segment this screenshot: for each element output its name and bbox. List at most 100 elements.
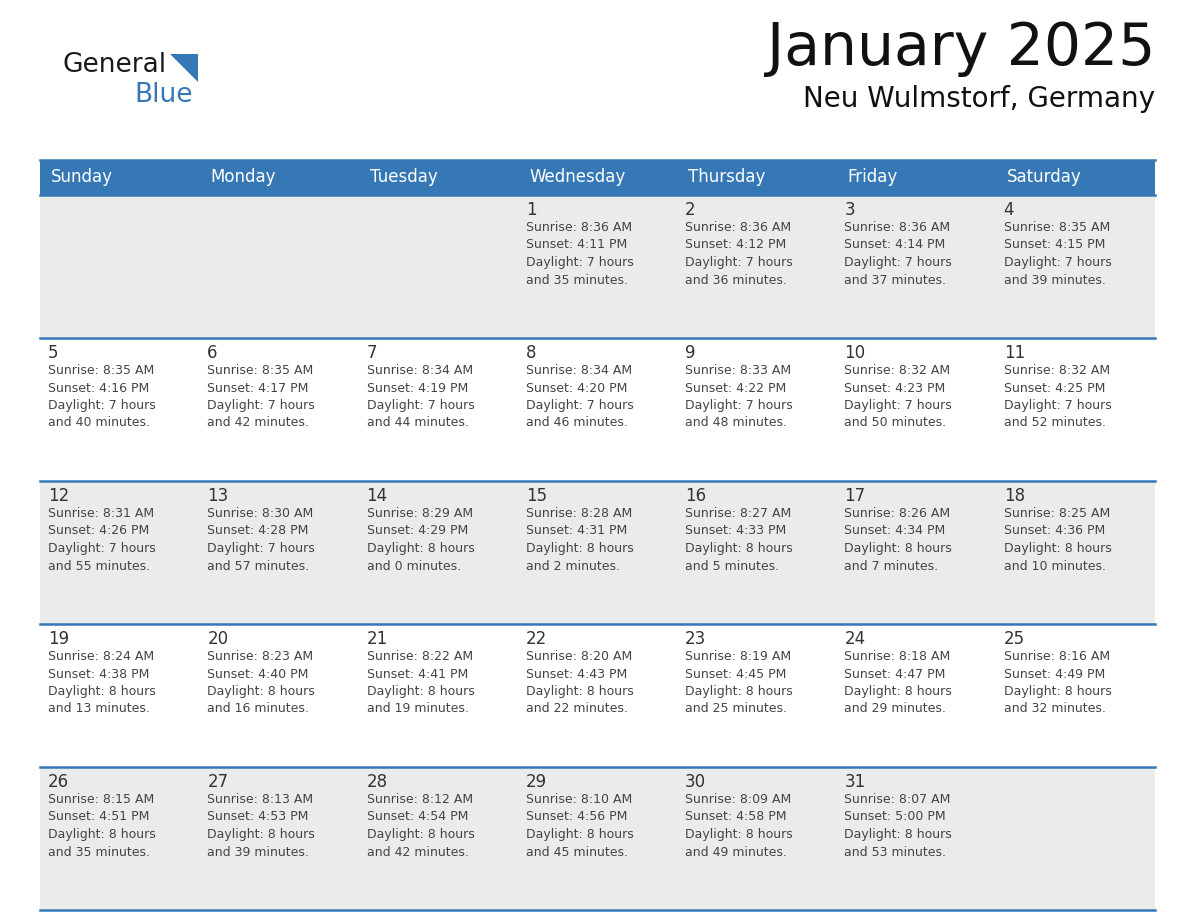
Text: 26: 26 (48, 773, 69, 791)
Text: 13: 13 (207, 487, 228, 505)
Bar (996, 195, 1155, 338)
Text: Monday: Monday (210, 169, 276, 186)
Text: Sunrise: 8:36 AM
Sunset: 4:14 PM
Daylight: 7 hours
and 37 minutes.: Sunrise: 8:36 AM Sunset: 4:14 PM Dayligh… (845, 221, 952, 286)
Text: 31: 31 (845, 773, 866, 791)
Text: 21: 21 (367, 630, 387, 648)
Bar (836, 624, 996, 767)
Bar (836, 767, 996, 910)
Text: Sunrise: 8:33 AM
Sunset: 4:22 PM
Daylight: 7 hours
and 48 minutes.: Sunrise: 8:33 AM Sunset: 4:22 PM Dayligh… (685, 364, 792, 430)
Text: 11: 11 (1004, 344, 1025, 362)
Text: Neu Wulmstorf, Germany: Neu Wulmstorf, Germany (803, 85, 1155, 113)
Text: 30: 30 (685, 773, 707, 791)
Text: Sunrise: 8:35 AM
Sunset: 4:15 PM
Daylight: 7 hours
and 39 minutes.: Sunrise: 8:35 AM Sunset: 4:15 PM Dayligh… (1004, 221, 1112, 286)
Text: Sunrise: 8:20 AM
Sunset: 4:43 PM
Daylight: 8 hours
and 22 minutes.: Sunrise: 8:20 AM Sunset: 4:43 PM Dayligh… (526, 650, 633, 715)
Text: 29: 29 (526, 773, 546, 791)
Text: Sunrise: 8:32 AM
Sunset: 4:25 PM
Daylight: 7 hours
and 52 minutes.: Sunrise: 8:32 AM Sunset: 4:25 PM Dayligh… (1004, 364, 1112, 430)
Text: Sunrise: 8:29 AM
Sunset: 4:29 PM
Daylight: 8 hours
and 0 minutes.: Sunrise: 8:29 AM Sunset: 4:29 PM Dayligh… (367, 507, 474, 573)
Text: Sunrise: 8:34 AM
Sunset: 4:19 PM
Daylight: 7 hours
and 44 minutes.: Sunrise: 8:34 AM Sunset: 4:19 PM Dayligh… (367, 364, 474, 430)
Text: 1: 1 (526, 201, 537, 219)
Bar (518, 481, 677, 624)
Bar (677, 624, 836, 767)
Text: Sunrise: 8:26 AM
Sunset: 4:34 PM
Daylight: 8 hours
and 7 minutes.: Sunrise: 8:26 AM Sunset: 4:34 PM Dayligh… (845, 507, 952, 573)
Text: Sunrise: 8:28 AM
Sunset: 4:31 PM
Daylight: 8 hours
and 2 minutes.: Sunrise: 8:28 AM Sunset: 4:31 PM Dayligh… (526, 507, 633, 573)
Text: Sunrise: 8:22 AM
Sunset: 4:41 PM
Daylight: 8 hours
and 19 minutes.: Sunrise: 8:22 AM Sunset: 4:41 PM Dayligh… (367, 650, 474, 715)
Text: Sunrise: 8:15 AM
Sunset: 4:51 PM
Daylight: 8 hours
and 35 minutes.: Sunrise: 8:15 AM Sunset: 4:51 PM Dayligh… (48, 793, 156, 858)
Text: Sunrise: 8:30 AM
Sunset: 4:28 PM
Daylight: 7 hours
and 57 minutes.: Sunrise: 8:30 AM Sunset: 4:28 PM Dayligh… (207, 507, 315, 573)
Text: Sunrise: 8:24 AM
Sunset: 4:38 PM
Daylight: 8 hours
and 13 minutes.: Sunrise: 8:24 AM Sunset: 4:38 PM Dayligh… (48, 650, 156, 715)
Text: Sunrise: 8:10 AM
Sunset: 4:56 PM
Daylight: 8 hours
and 45 minutes.: Sunrise: 8:10 AM Sunset: 4:56 PM Dayligh… (526, 793, 633, 858)
Bar (996, 624, 1155, 767)
Bar (996, 767, 1155, 910)
Text: Sunrise: 8:35 AM
Sunset: 4:17 PM
Daylight: 7 hours
and 42 minutes.: Sunrise: 8:35 AM Sunset: 4:17 PM Dayligh… (207, 364, 315, 430)
Text: Sunrise: 8:19 AM
Sunset: 4:45 PM
Daylight: 8 hours
and 25 minutes.: Sunrise: 8:19 AM Sunset: 4:45 PM Dayligh… (685, 650, 792, 715)
Bar (677, 195, 836, 338)
Text: Sunrise: 8:16 AM
Sunset: 4:49 PM
Daylight: 8 hours
and 32 minutes.: Sunrise: 8:16 AM Sunset: 4:49 PM Dayligh… (1004, 650, 1112, 715)
Bar (359, 481, 518, 624)
Polygon shape (170, 54, 198, 82)
Bar (359, 195, 518, 338)
Text: 23: 23 (685, 630, 707, 648)
Text: Sunrise: 8:31 AM
Sunset: 4:26 PM
Daylight: 7 hours
and 55 minutes.: Sunrise: 8:31 AM Sunset: 4:26 PM Dayligh… (48, 507, 156, 573)
Text: 9: 9 (685, 344, 696, 362)
Bar (40, 160, 200, 195)
Bar (200, 195, 359, 338)
Bar (836, 481, 996, 624)
Bar (836, 160, 996, 195)
Text: Tuesday: Tuesday (369, 169, 437, 186)
Bar (200, 338, 359, 481)
Text: 28: 28 (367, 773, 387, 791)
Bar (836, 338, 996, 481)
Bar (996, 481, 1155, 624)
Bar (677, 338, 836, 481)
Text: Sunrise: 8:36 AM
Sunset: 4:12 PM
Daylight: 7 hours
and 36 minutes.: Sunrise: 8:36 AM Sunset: 4:12 PM Dayligh… (685, 221, 792, 286)
Text: 15: 15 (526, 487, 546, 505)
Text: 6: 6 (207, 344, 217, 362)
Text: 25: 25 (1004, 630, 1025, 648)
Bar (359, 160, 518, 195)
Bar (40, 481, 200, 624)
Text: 17: 17 (845, 487, 866, 505)
Bar (518, 160, 677, 195)
Bar (518, 624, 677, 767)
Text: 12: 12 (48, 487, 69, 505)
Bar (677, 767, 836, 910)
Text: Sunrise: 8:34 AM
Sunset: 4:20 PM
Daylight: 7 hours
and 46 minutes.: Sunrise: 8:34 AM Sunset: 4:20 PM Dayligh… (526, 364, 633, 430)
Text: Thursday: Thursday (688, 169, 766, 186)
Bar (40, 624, 200, 767)
Bar (200, 481, 359, 624)
Text: 24: 24 (845, 630, 866, 648)
Text: 18: 18 (1004, 487, 1025, 505)
Bar (996, 160, 1155, 195)
Bar (40, 195, 200, 338)
Text: 2: 2 (685, 201, 696, 219)
Text: 5: 5 (48, 344, 58, 362)
Text: 14: 14 (367, 487, 387, 505)
Text: 10: 10 (845, 344, 866, 362)
Text: Saturday: Saturday (1007, 169, 1081, 186)
Text: 4: 4 (1004, 201, 1015, 219)
Bar (518, 338, 677, 481)
Bar (200, 767, 359, 910)
Bar (836, 195, 996, 338)
Text: 16: 16 (685, 487, 707, 505)
Text: 3: 3 (845, 201, 855, 219)
Bar (200, 160, 359, 195)
Text: Sunrise: 8:09 AM
Sunset: 4:58 PM
Daylight: 8 hours
and 49 minutes.: Sunrise: 8:09 AM Sunset: 4:58 PM Dayligh… (685, 793, 792, 858)
Text: Sunrise: 8:12 AM
Sunset: 4:54 PM
Daylight: 8 hours
and 42 minutes.: Sunrise: 8:12 AM Sunset: 4:54 PM Dayligh… (367, 793, 474, 858)
Bar (359, 338, 518, 481)
Bar (200, 624, 359, 767)
Text: January 2025: January 2025 (766, 20, 1155, 77)
Bar (677, 481, 836, 624)
Text: 22: 22 (526, 630, 548, 648)
Text: 27: 27 (207, 773, 228, 791)
Text: Sunrise: 8:07 AM
Sunset: 5:00 PM
Daylight: 8 hours
and 53 minutes.: Sunrise: 8:07 AM Sunset: 5:00 PM Dayligh… (845, 793, 952, 858)
Text: 19: 19 (48, 630, 69, 648)
Bar (359, 767, 518, 910)
Bar (518, 195, 677, 338)
Text: Sunday: Sunday (51, 169, 113, 186)
Text: Blue: Blue (134, 82, 192, 108)
Text: Sunrise: 8:23 AM
Sunset: 4:40 PM
Daylight: 8 hours
and 16 minutes.: Sunrise: 8:23 AM Sunset: 4:40 PM Dayligh… (207, 650, 315, 715)
Text: General: General (62, 52, 166, 78)
Text: Sunrise: 8:25 AM
Sunset: 4:36 PM
Daylight: 8 hours
and 10 minutes.: Sunrise: 8:25 AM Sunset: 4:36 PM Dayligh… (1004, 507, 1112, 573)
Text: Sunrise: 8:18 AM
Sunset: 4:47 PM
Daylight: 8 hours
and 29 minutes.: Sunrise: 8:18 AM Sunset: 4:47 PM Dayligh… (845, 650, 952, 715)
